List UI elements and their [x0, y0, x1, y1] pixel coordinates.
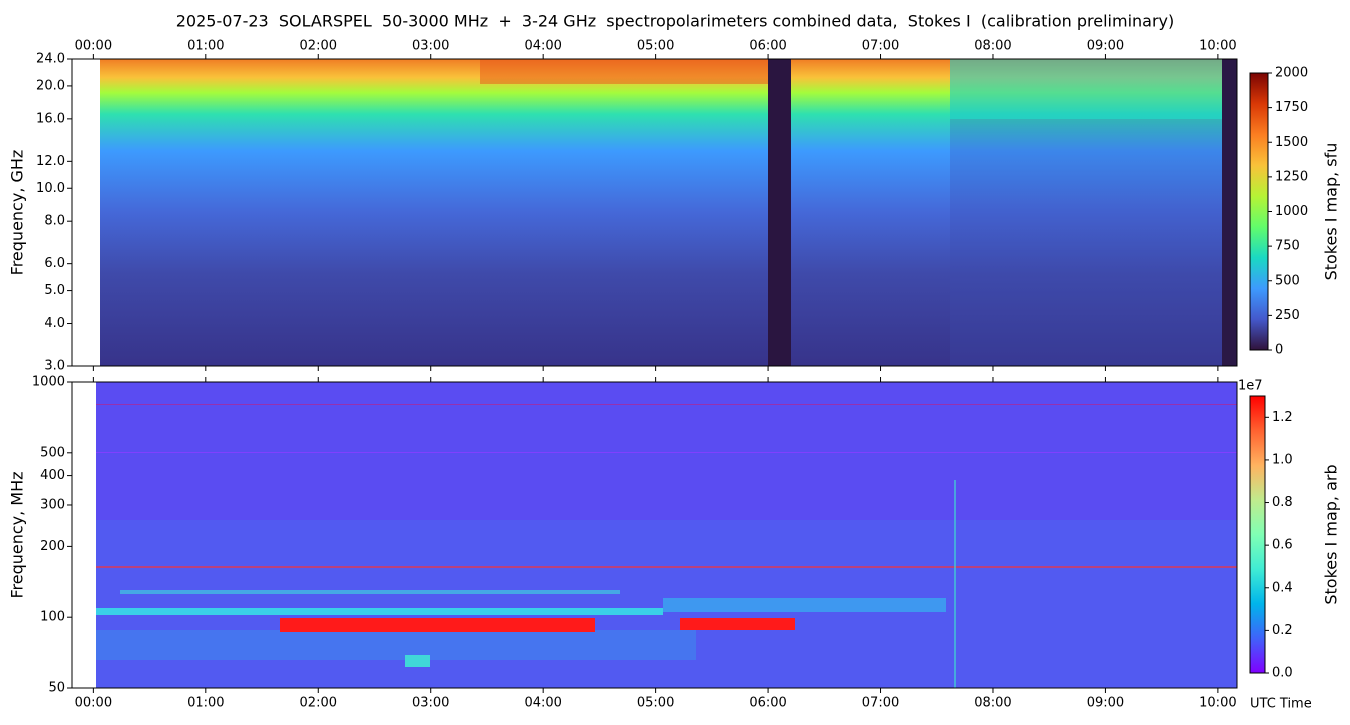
colorbar-tick-label: 0: [1275, 343, 1283, 358]
y-tick-label: 5.0: [44, 283, 65, 298]
colorbar-tick-label: 750: [1275, 239, 1300, 254]
x-tick-label: 02:00: [300, 696, 337, 711]
colorbar-tick-label: 1500: [1275, 135, 1308, 150]
x-tick-label: 05:00: [637, 39, 674, 54]
colorbar-offset: 1e7: [1238, 379, 1263, 394]
colorbar-tick-label: 1.2: [1272, 410, 1293, 425]
y-tick-label: 10.0: [36, 181, 65, 196]
colorbar-tick-label: 1750: [1275, 100, 1308, 115]
x-tick-label: 04:00: [524, 696, 561, 711]
colorbar-label: Stokes I map, arb: [1322, 464, 1341, 604]
plot-frame: [71, 381, 1238, 689]
colorbar-tick-label: 0.0: [1272, 666, 1293, 681]
y-tick-label: 24.0: [36, 52, 65, 67]
y-tick-label: 300: [40, 497, 65, 512]
y-tick-label: 1000: [32, 375, 65, 390]
y-axis-label: Frequency, GHz: [8, 150, 27, 276]
x-tick-label: 03:00: [412, 39, 449, 54]
y-tick-label: 8.0: [44, 214, 65, 229]
y-tick-label: 100: [40, 610, 65, 625]
x-tick-label: 00:00: [75, 39, 112, 54]
colorbar-tick-label: 1250: [1275, 169, 1308, 184]
spectrogram-mhz: [96, 382, 1237, 688]
colorbar-tick-label: 1.0: [1272, 452, 1293, 467]
colorbar-tick-label: 500: [1275, 273, 1300, 288]
x-axis-label: UTC Time: [1250, 697, 1312, 712]
x-tick-label: 03:00: [412, 696, 449, 711]
x-tick-label: 09:00: [1087, 39, 1124, 54]
colorbar-label: Stokes I map, sfu: [1322, 143, 1341, 281]
x-tick-label: 01:00: [187, 696, 224, 711]
x-tick-label: 01:00: [187, 39, 224, 54]
y-tick-label: 16.0: [36, 111, 65, 126]
y-tick-label: 500: [40, 445, 65, 460]
x-tick-label: 10:00: [1199, 39, 1236, 54]
y-tick-label: 4.0: [44, 316, 65, 331]
y-tick-label: 6.0: [44, 256, 65, 271]
x-tick-label: 08:00: [974, 39, 1011, 54]
y-tick-label: 200: [40, 539, 65, 554]
x-tick-label: 04:00: [524, 39, 561, 54]
colorbar: [1249, 72, 1269, 351]
colorbar: [1249, 395, 1266, 674]
colorbar-tick-label: 0.6: [1272, 538, 1293, 553]
x-tick-label: 10:00: [1199, 696, 1236, 711]
colorbar-tick-label: 0.4: [1272, 580, 1293, 595]
x-tick-label: 07:00: [862, 696, 899, 711]
plot-frame: [71, 58, 1238, 367]
x-tick-label: 07:00: [862, 39, 899, 54]
x-tick-label: 09:00: [1087, 696, 1124, 711]
colorbar-tick-label: 0.2: [1272, 623, 1293, 638]
y-tick-label: 50: [48, 681, 65, 696]
x-tick-label: 06:00: [749, 696, 786, 711]
y-tick-label: 3.0: [44, 359, 65, 374]
colorbar-tick-label: 250: [1275, 308, 1300, 323]
x-tick-label: 02:00: [300, 39, 337, 54]
colorbar-tick-label: 1000: [1275, 204, 1308, 219]
x-tick-label: 06:00: [749, 39, 786, 54]
colorbar-tick-label: 2000: [1275, 66, 1308, 81]
x-tick-label: 00:00: [75, 696, 112, 711]
y-tick-label: 20.0: [36, 78, 65, 93]
y-axis-label: Frequency, MHz: [8, 471, 27, 598]
x-tick-label: 05:00: [637, 696, 674, 711]
chart-title: 2025-07-23 SOLARSPEL 50-3000 MHz + 3-24 …: [176, 12, 1175, 31]
y-tick-label: 12.0: [36, 154, 65, 169]
y-tick-label: 400: [40, 468, 65, 483]
colorbar-tick-label: 0.8: [1272, 495, 1293, 510]
spectrogram-ghz: [100, 59, 1237, 366]
x-tick-label: 08:00: [974, 696, 1011, 711]
